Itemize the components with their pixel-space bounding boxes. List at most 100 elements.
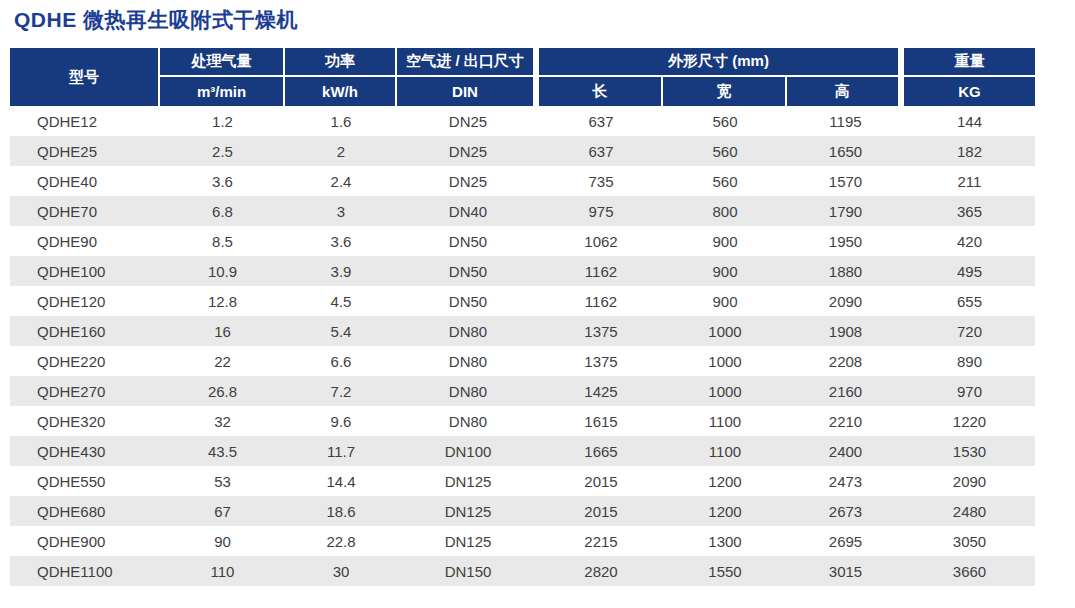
cell-weight: 655	[904, 286, 1035, 316]
cell-weight: 1530	[904, 436, 1035, 466]
cell-power: 3.6	[285, 226, 397, 256]
cell-model: QDHE320	[10, 406, 160, 436]
cell-weight: 144	[904, 106, 1035, 136]
cell-weight: 365	[904, 196, 1035, 226]
cell-length: 2015	[539, 496, 663, 526]
cell-weight: 970	[904, 376, 1035, 406]
cell-port: DN150	[397, 556, 539, 586]
cell-flow: 8.5	[160, 226, 285, 256]
cell-length: 1615	[539, 406, 663, 436]
header-group-power: 功率 kW/h	[285, 48, 397, 106]
header-flow-unit: m³/min	[160, 77, 283, 106]
cell-port: DN25	[397, 166, 539, 196]
cell-flow: 32	[160, 406, 285, 436]
cell-model: QDHE120	[10, 286, 160, 316]
page-title: QDHE 微热再生吸附式干燥机	[14, 6, 298, 34]
cell-length: 735	[539, 166, 663, 196]
header-weight-unit: KG	[904, 77, 1035, 106]
cell-width: 1100	[663, 406, 787, 436]
cell-weight: 2480	[904, 496, 1035, 526]
cell-width: 900	[663, 226, 787, 256]
spec-table: 型号 处理气量 m³/min 功率 kW/h 空气进 / 出口尺寸 DIN 外形…	[10, 48, 1035, 586]
cell-power: 5.4	[285, 316, 397, 346]
cell-model: QDHE100	[10, 256, 160, 286]
cell-port: DN50	[397, 226, 539, 256]
cell-power: 9.6	[285, 406, 397, 436]
cell-port: DN125	[397, 496, 539, 526]
cell-weight: 3660	[904, 556, 1035, 586]
cell-port: DN50	[397, 256, 539, 286]
table-row: QDHE121.21.6DN256375601195144	[10, 106, 1035, 136]
cell-height: 1790	[787, 196, 904, 226]
table-row: QDHE706.83DN409758001790365	[10, 196, 1035, 226]
header-port-unit: DIN	[397, 77, 533, 106]
header-dimensions-label: 外形尺寸 (mm)	[539, 48, 898, 77]
cell-port: DN100	[397, 436, 539, 466]
cell-flow: 22	[160, 346, 285, 376]
cell-length: 975	[539, 196, 663, 226]
cell-model: QDHE900	[10, 526, 160, 556]
cell-length: 637	[539, 136, 663, 166]
header-group-dimensions: 外形尺寸 (mm) 长 宽 高	[539, 48, 904, 106]
cell-length: 1665	[539, 436, 663, 466]
cell-length: 2215	[539, 526, 663, 556]
cell-height: 1908	[787, 316, 904, 346]
cell-port: DN80	[397, 346, 539, 376]
cell-width: 1200	[663, 496, 787, 526]
cell-power: 2.4	[285, 166, 397, 196]
cell-port: DN80	[397, 376, 539, 406]
table-row: QDHE160165.4DN80137510001908720	[10, 316, 1035, 346]
cell-power: 30	[285, 556, 397, 586]
cell-width: 800	[663, 196, 787, 226]
table-body: QDHE121.21.6DN256375601195144QDHE252.52D…	[10, 106, 1035, 586]
cell-port: DN40	[397, 196, 539, 226]
header-length-label: 长	[539, 77, 663, 106]
cell-weight: 720	[904, 316, 1035, 346]
cell-length: 2015	[539, 466, 663, 496]
cell-height: 2695	[787, 526, 904, 556]
header-flow-label: 处理气量	[160, 48, 283, 77]
header-height-label: 高	[787, 77, 898, 106]
cell-power: 1.6	[285, 106, 397, 136]
cell-height: 2210	[787, 406, 904, 436]
table-row: QDHE6806718.6DN1252015120026732480	[10, 496, 1035, 526]
cell-power: 22.8	[285, 526, 397, 556]
cell-weight: 182	[904, 136, 1035, 166]
cell-width: 1000	[663, 376, 787, 406]
cell-power: 14.4	[285, 466, 397, 496]
cell-model: QDHE160	[10, 316, 160, 346]
cell-power: 11.7	[285, 436, 397, 466]
cell-model: QDHE550	[10, 466, 160, 496]
cell-flow: 53	[160, 466, 285, 496]
cell-height: 2473	[787, 466, 904, 496]
cell-height: 1650	[787, 136, 904, 166]
cell-flow: 43.5	[160, 436, 285, 466]
header-weight-label: 重量	[904, 48, 1035, 77]
table-row: QDHE110011030DN1502820155030153660	[10, 556, 1035, 586]
cell-power: 2	[285, 136, 397, 166]
cell-flow: 2.5	[160, 136, 285, 166]
table-row: QDHE43043.511.7DN1001665110024001530	[10, 436, 1035, 466]
cell-width: 1550	[663, 556, 787, 586]
cell-flow: 3.6	[160, 166, 285, 196]
table-row: QDHE908.53.6DN5010629001950420	[10, 226, 1035, 256]
cell-power: 3	[285, 196, 397, 226]
cell-model: QDHE1100	[10, 556, 160, 586]
header-power-unit: kW/h	[285, 77, 395, 106]
cell-height: 2090	[787, 286, 904, 316]
table-header: 型号 处理气量 m³/min 功率 kW/h 空气进 / 出口尺寸 DIN 外形…	[10, 48, 1035, 106]
cell-flow: 12.8	[160, 286, 285, 316]
cell-port: DN25	[397, 136, 539, 166]
page: QDHE 微热再生吸附式干燥机 型号 处理气量 m³/min 功率 kW/h 空…	[0, 0, 1075, 608]
cell-model: QDHE680	[10, 496, 160, 526]
cell-port: DN125	[397, 526, 539, 556]
cell-model: QDHE220	[10, 346, 160, 376]
table-row: QDHE220226.6DN80137510002208890	[10, 346, 1035, 376]
cell-weight: 2090	[904, 466, 1035, 496]
cell-weight: 890	[904, 346, 1035, 376]
cell-flow: 67	[160, 496, 285, 526]
header-dimensions-subrow: 长 宽 高	[539, 77, 898, 106]
cell-length: 2820	[539, 556, 663, 586]
cell-width: 560	[663, 136, 787, 166]
cell-width: 1000	[663, 346, 787, 376]
